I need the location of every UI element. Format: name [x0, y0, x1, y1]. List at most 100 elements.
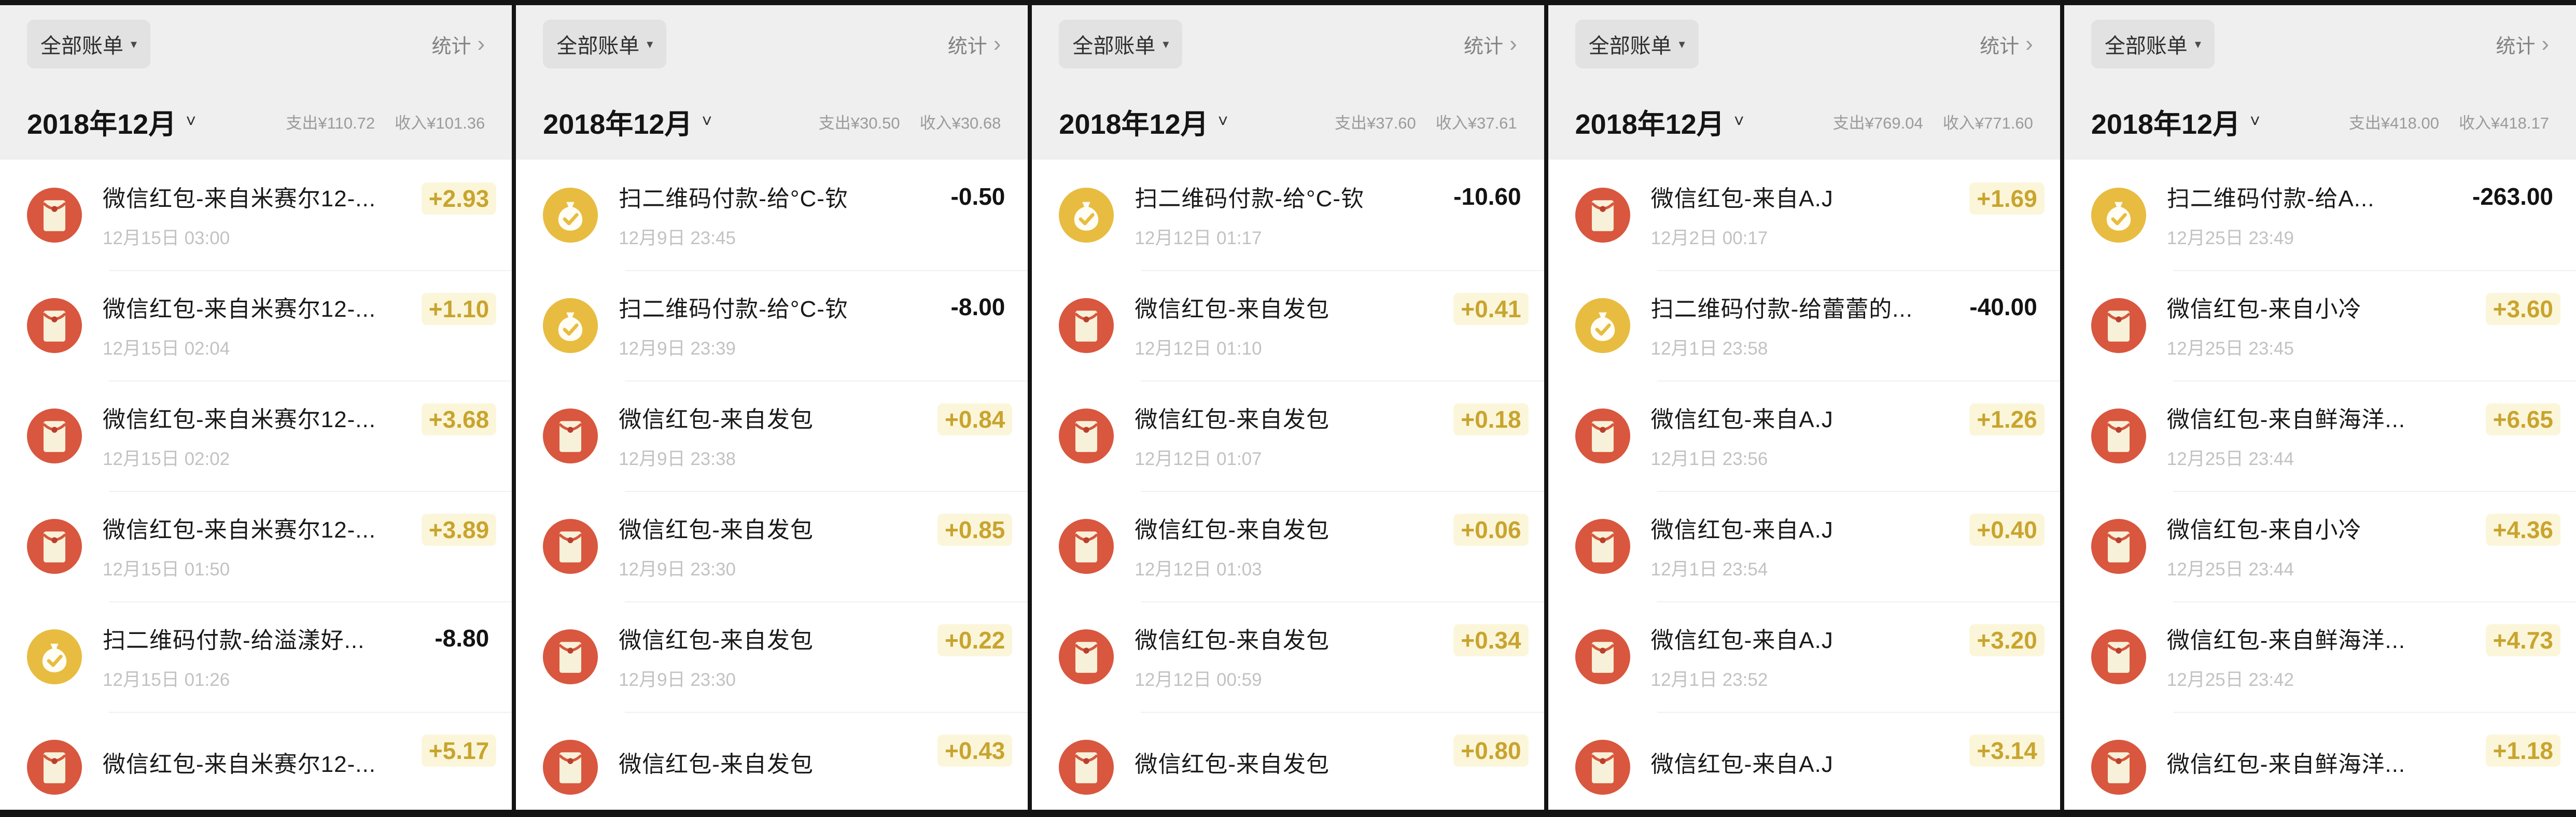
- stats-label: 统计: [2496, 35, 2536, 58]
- red-envelope-icon: [1575, 187, 1630, 243]
- chevron-right-icon: ›: [2541, 31, 2550, 57]
- transaction-row[interactable]: 微信红包-来自发包 12月9日 23:30 +0.85: [516, 491, 1028, 601]
- transaction-row[interactable]: 微信红包-来自A.J 12月1日 23:52 +3.20: [1548, 601, 2060, 712]
- transaction-info: 微信红包-来自发包 12月12日 00:59: [1135, 622, 1453, 692]
- transaction-row[interactable]: 微信红包-来自发包 12月12日 01:10 +0.41: [1032, 270, 1544, 381]
- stats-link[interactable]: 统计 ›: [948, 30, 1001, 59]
- income-total: 收入¥30.68: [919, 114, 1001, 132]
- transaction-info: 微信红包-来自A.J 12月2日 00:17: [1651, 180, 1970, 250]
- transaction-row[interactable]: 微信红包-来自发包 +0.80: [1032, 712, 1544, 810]
- month-selector[interactable]: 2018年12月 ˅: [2091, 101, 2260, 142]
- stats-link[interactable]: 统计 ›: [2496, 30, 2549, 59]
- all-bills-filter-button[interactable]: 全部账单 ▾: [1059, 20, 1183, 68]
- transaction-amount: -263.00: [2472, 183, 2554, 210]
- top-bar: 全部账单 ▾ 统计 ›: [0, 5, 512, 83]
- transaction-title: 微信红包-来自发包: [1135, 751, 1330, 777]
- transaction-title: 微信红包-来自米赛尔12-...: [103, 407, 376, 432]
- red-envelope-icon: [1575, 629, 1630, 684]
- expense-total: 支出¥30.50: [818, 114, 900, 132]
- red-envelope-icon: [2091, 629, 2146, 684]
- top-bar: 全部账单 ▾ 统计 ›: [2064, 5, 2576, 83]
- transaction-amount: +0.41: [1453, 293, 1529, 325]
- transaction-title: 微信红包-来自发包: [619, 407, 814, 432]
- transaction-row[interactable]: 微信红包-来自鲜海洋... +1.18: [2064, 712, 2576, 810]
- transaction-info: 扫二维码付款-给A... 12月25日 23:49: [2167, 180, 2472, 250]
- month-summary: 支出¥37.60 收入¥37.61: [1335, 110, 1517, 133]
- transaction-row[interactable]: 微信红包-来自小冷 12月25日 23:45 +3.60: [2064, 270, 2576, 381]
- stats-link[interactable]: 统计 ›: [1464, 30, 1517, 59]
- transaction-row[interactable]: 微信红包-来自A.J +3.14: [1548, 712, 2060, 810]
- month-selector[interactable]: 2018年12月 ˅: [1575, 101, 1744, 142]
- transaction-row[interactable]: 扫二维码付款-给°C-钦 12月9日 23:39 -8.00: [516, 270, 1028, 381]
- chevron-down-icon: ˅: [702, 111, 712, 131]
- month-header: 2018年12月 ˅ 支出¥769.04 收入¥771.60: [1548, 83, 2060, 160]
- all-bills-filter-button[interactable]: 全部账单 ▾: [543, 20, 667, 68]
- month-label: 2018年12月: [1575, 108, 1725, 140]
- transaction-amount: -8.80: [435, 625, 489, 652]
- transaction-amount: +3.89: [421, 514, 497, 546]
- transaction-info: 微信红包-来自发包 12月12日 01:10: [1135, 290, 1453, 360]
- month-selector[interactable]: 2018年12月 ˅: [543, 101, 712, 142]
- filter-label: 全部账单: [2104, 35, 2188, 58]
- transaction-info: 扫二维码付款-给°C-钦 12月9日 23:45: [619, 180, 950, 250]
- transaction-row[interactable]: 微信红包-来自米赛尔12-... +5.17: [0, 712, 512, 810]
- month-selector[interactable]: 2018年12月 ˅: [27, 101, 196, 142]
- transaction-row[interactable]: 微信红包-来自A.J 12月1日 23:54 +0.40: [1548, 491, 2060, 601]
- transaction-info: 微信红包-来自A.J 12月1日 23:56: [1651, 401, 1970, 471]
- transaction-row[interactable]: 微信红包-来自米赛尔12-... 12月15日 02:04 +1.10: [0, 270, 512, 381]
- transaction-row[interactable]: 扫二维码付款-给°C-钦 12月12日 01:17 -10.60: [1032, 160, 1544, 270]
- transaction-amount: +2.93: [421, 182, 497, 215]
- red-envelope-icon: [1059, 629, 1114, 684]
- stats-link[interactable]: 统计 ›: [432, 30, 485, 59]
- transaction-amount: +4.73: [2485, 624, 2561, 656]
- transaction-row[interactable]: 微信红包-来自发包 12月12日 00:59 +0.34: [1032, 601, 1544, 712]
- red-envelope-icon: [543, 739, 598, 795]
- transaction-info: 微信红包-来自发包: [1135, 745, 1453, 789]
- money-bag-icon: [543, 298, 598, 353]
- transaction-amount: +4.36: [2485, 514, 2561, 546]
- transaction-row[interactable]: 微信红包-来自米赛尔12-... 12月15日 02:02 +3.68: [0, 381, 512, 491]
- transaction-date: 12月15日 01:50: [103, 559, 230, 580]
- transaction-row[interactable]: 微信红包-来自A.J 12月2日 00:17 +1.69: [1548, 160, 2060, 270]
- transaction-row[interactable]: 微信红包-来自发包 12月12日 01:07 +0.18: [1032, 381, 1544, 491]
- all-bills-filter-button[interactable]: 全部账单 ▾: [2091, 20, 2215, 68]
- transaction-row[interactable]: 微信红包-来自发包 12月12日 01:03 +0.06: [1032, 491, 1544, 601]
- transaction-amount: +0.34: [1453, 624, 1529, 656]
- transaction-row[interactable]: 微信红包-来自A.J 12月1日 23:56 +1.26: [1548, 381, 2060, 491]
- month-label: 2018年12月: [2091, 108, 2241, 140]
- transaction-row[interactable]: 扫二维码付款-给°C-钦 12月9日 23:45 -0.50: [516, 160, 1028, 270]
- stats-link[interactable]: 统计 ›: [1980, 30, 2033, 59]
- transaction-info: 扫二维码付款-给°C-钦 12月9日 23:39: [619, 290, 950, 360]
- transaction-row[interactable]: 微信红包-来自米赛尔12-... 12月15日 03:00 +2.93: [0, 160, 512, 270]
- transaction-title: 微信红包-来自鲜海洋...: [2166, 751, 2406, 777]
- month-selector[interactable]: 2018年12月 ˅: [1059, 101, 1228, 142]
- transaction-row[interactable]: 微信红包-来自发包 12月9日 23:38 +0.84: [516, 381, 1028, 491]
- stats-label: 统计: [1980, 35, 2020, 58]
- all-bills-filter-button[interactable]: 全部账单 ▾: [27, 20, 151, 68]
- transaction-row[interactable]: 微信红包-来自发包 12月9日 23:30 +0.22: [516, 601, 1028, 712]
- transaction-amount: +0.22: [937, 624, 1013, 656]
- transaction-row[interactable]: 微信红包-来自小冷 12月25日 23:44 +4.36: [2064, 491, 2576, 601]
- transaction-row[interactable]: 扫二维码付款-给蕾蕾的... 12月1日 23:58 -40.00: [1548, 270, 2060, 381]
- all-bills-filter-button[interactable]: 全部账单 ▾: [1575, 20, 1699, 68]
- month-summary: 支出¥769.04 收入¥771.60: [1833, 110, 2033, 133]
- bill-panel: 全部账单 ▾ 统计 › 2018年12月 ˅ 支出¥418.00 收入¥418.…: [2064, 5, 2576, 810]
- transaction-title: 扫二维码付款-给A...: [2166, 186, 2375, 212]
- transaction-date: 12月2日 00:17: [1650, 228, 1768, 248]
- transaction-amount: +0.40: [1969, 514, 2045, 546]
- transaction-row[interactable]: 扫二维码付款-给A... 12月25日 23:49 -263.00: [2064, 160, 2576, 270]
- transaction-date: 12月1日 23:52: [1650, 670, 1768, 690]
- transaction-info: 扫二维码付款-给°C-钦 12月12日 01:17: [1135, 180, 1453, 250]
- transaction-row[interactable]: 扫二维码付款-给溢漾好... 12月15日 01:26 -8.80: [0, 601, 512, 712]
- month-summary: 支出¥30.50 收入¥30.68: [819, 110, 1001, 133]
- expense-total: 支出¥769.04: [1832, 114, 1923, 132]
- transaction-row[interactable]: 微信红包-来自鲜海洋... 12月25日 23:42 +4.73: [2064, 601, 2576, 712]
- transaction-list: 扫二维码付款-给A... 12月25日 23:49 -263.00 微信红包-来…: [2064, 160, 2576, 810]
- transaction-row[interactable]: 微信红包-来自鲜海洋... 12月25日 23:44 +6.65: [2064, 381, 2576, 491]
- transaction-row[interactable]: 微信红包-来自米赛尔12-... 12月15日 01:50 +3.89: [0, 491, 512, 601]
- transaction-date: 12月9日 23:38: [619, 449, 736, 469]
- transaction-title: 微信红包-来自发包: [619, 628, 814, 653]
- transaction-row[interactable]: 微信红包-来自发包 +0.43: [516, 712, 1028, 810]
- transaction-title: 微信红包-来自米赛尔12-...: [103, 751, 376, 777]
